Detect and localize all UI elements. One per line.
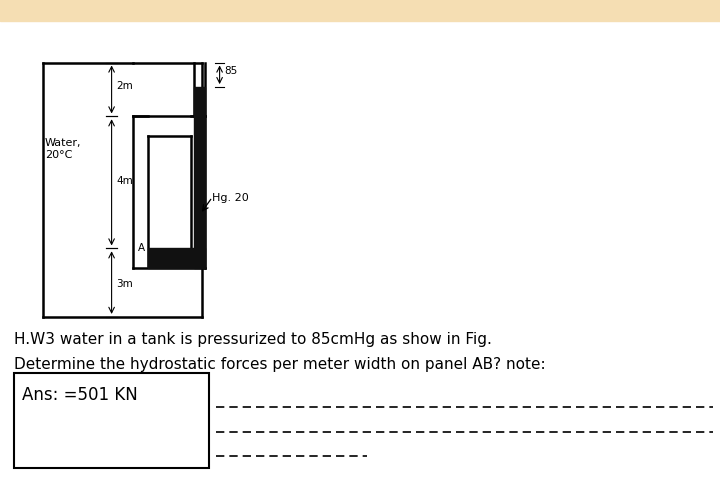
Text: Hg. 20: Hg. 20: [212, 193, 249, 203]
Bar: [148, 249, 205, 268]
Bar: [14, 373, 209, 468]
Text: 4m: 4m: [117, 176, 133, 185]
Bar: [194, 88, 205, 268]
Text: 2m: 2m: [117, 81, 133, 90]
Text: H.W3 water in a tank is pressurized to 85cmHg as show in Fig.: H.W3 water in a tank is pressurized to 8…: [14, 332, 492, 346]
Text: Water,
20°C: Water, 20°C: [45, 138, 81, 160]
Text: 3m: 3m: [117, 278, 133, 288]
Text: A: A: [138, 243, 145, 252]
Text: Determine the hydrostatic forces per meter width on panel AB? note:: Determine the hydrostatic forces per met…: [14, 356, 546, 371]
Text: Ans: =501 KN: Ans: =501 KN: [22, 386, 138, 404]
Bar: [0, 0, 720, 22]
Text: 85: 85: [225, 66, 238, 76]
